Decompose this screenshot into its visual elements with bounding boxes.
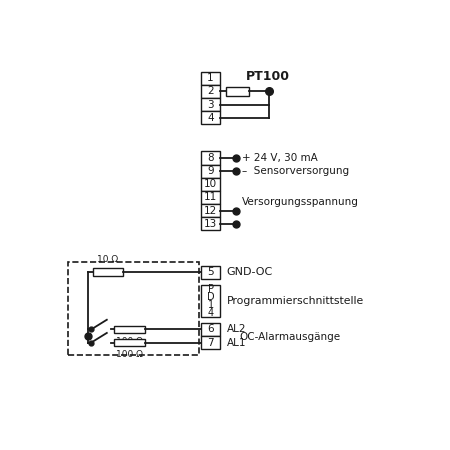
Bar xyxy=(93,268,122,276)
Text: 6: 6 xyxy=(207,324,214,334)
Text: 4: 4 xyxy=(207,308,214,318)
Text: 4: 4 xyxy=(207,113,214,123)
Text: 9: 9 xyxy=(207,166,214,176)
Bar xyxy=(201,204,220,217)
Bar xyxy=(68,262,198,356)
Text: 10: 10 xyxy=(204,179,217,189)
Text: 7: 7 xyxy=(207,338,214,348)
Text: 100 Ω: 100 Ω xyxy=(116,337,143,346)
Bar xyxy=(201,151,220,165)
Bar xyxy=(201,111,220,124)
Text: Versorgungsspannung: Versorgungsspannung xyxy=(242,197,359,207)
Text: AL2: AL2 xyxy=(226,324,246,334)
Bar xyxy=(201,336,220,349)
Text: 11: 11 xyxy=(204,193,217,202)
Text: PT100: PT100 xyxy=(246,70,290,83)
Bar xyxy=(201,323,220,336)
Text: Programmierschnittstelle: Programmierschnittstelle xyxy=(226,297,364,306)
Text: 2: 2 xyxy=(207,86,214,96)
Text: 1: 1 xyxy=(207,73,214,83)
Bar xyxy=(114,326,145,333)
Text: OC-Alarmausgänge: OC-Alarmausgänge xyxy=(240,332,341,342)
Text: 10 Ω: 10 Ω xyxy=(97,255,118,264)
Text: 1: 1 xyxy=(207,301,214,310)
Bar xyxy=(201,217,220,230)
Bar xyxy=(201,266,220,279)
Bar xyxy=(226,87,249,96)
Bar xyxy=(201,285,220,317)
Text: P: P xyxy=(207,284,214,294)
Bar xyxy=(114,339,145,347)
Text: 13: 13 xyxy=(204,219,217,229)
Bar xyxy=(201,98,220,111)
Bar xyxy=(201,85,220,98)
Text: + 24 V, 30 mA: + 24 V, 30 mA xyxy=(242,153,318,163)
Text: GND-OC: GND-OC xyxy=(226,267,273,277)
Text: D: D xyxy=(207,292,214,302)
Text: 5: 5 xyxy=(207,267,214,277)
Text: 100 Ω: 100 Ω xyxy=(116,350,143,359)
Bar xyxy=(201,191,220,204)
Text: AL1: AL1 xyxy=(226,338,246,348)
Bar xyxy=(201,178,220,191)
Bar xyxy=(201,72,220,85)
Text: –  Sensorversorgung: – Sensorversorgung xyxy=(242,166,349,176)
Bar xyxy=(201,165,220,178)
Text: 12: 12 xyxy=(204,206,217,216)
Text: 8: 8 xyxy=(207,153,214,163)
Text: 3: 3 xyxy=(207,99,214,110)
